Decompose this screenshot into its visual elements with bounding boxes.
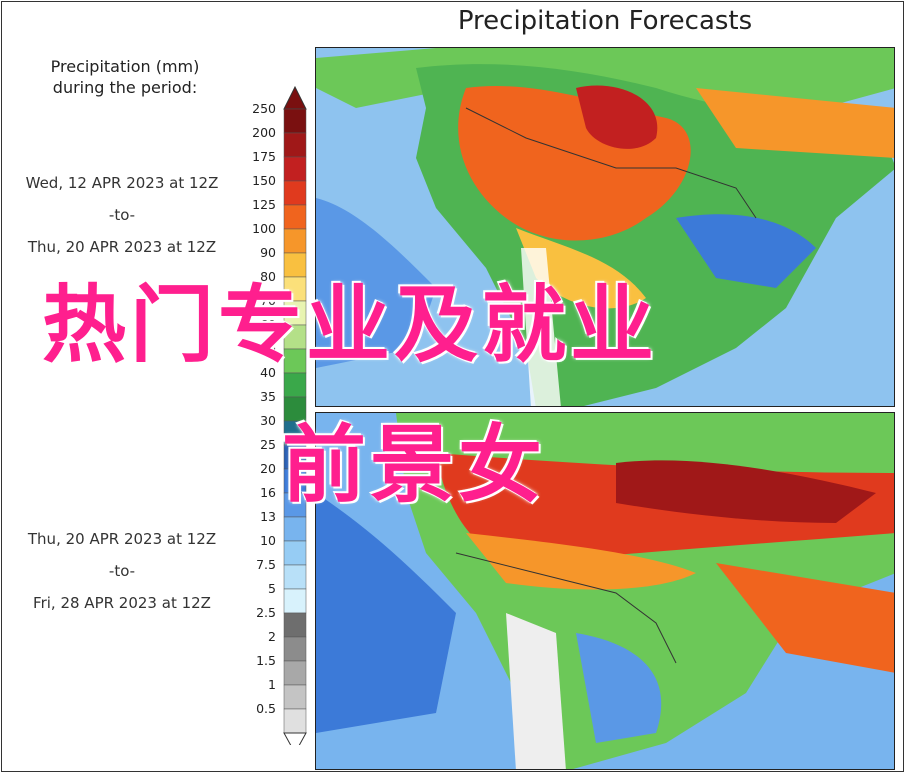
legend-tick-label: 0.5: [256, 701, 276, 716]
legend-tick-label: 30: [260, 413, 276, 428]
scale-color-swatch: [283, 588, 307, 614]
legend-tick-label: 16: [260, 485, 276, 500]
legend-tick-label: 175: [252, 149, 276, 164]
country-borders: [455, 552, 677, 664]
period-1-end: Thu, 20 APR 2023 at 12Z: [27, 238, 217, 256]
dry-area-andes: [521, 248, 561, 406]
scale-color-swatch: [283, 108, 307, 134]
legend-tick-label: 40: [260, 365, 276, 380]
ocean-rain-area-west: [316, 493, 456, 733]
scale-color-swatch: [283, 564, 307, 590]
legend-tick-label: 250: [252, 101, 276, 116]
legend-tick-label: 100: [252, 221, 276, 236]
period-1-separator: -to-: [108, 206, 136, 224]
legend-tick-label: 25: [260, 437, 276, 452]
legend-tick-label: 20: [260, 461, 276, 476]
period-2-start: Thu, 20 APR 2023 at 12Z: [27, 530, 217, 548]
scale-color-swatch: [283, 156, 307, 182]
extreme-rain-core: [576, 85, 658, 149]
watermark-line-2: 前景女: [282, 416, 547, 514]
legend-tick-label: 13: [260, 509, 276, 524]
color-scale-bar: [283, 85, 307, 745]
rain-band-atlantic: [716, 563, 894, 673]
extreme-rain-core: [616, 460, 876, 523]
period-1-start: Wed, 12 APR 2023 at 12Z: [25, 174, 219, 192]
legend-tick-label: 125: [252, 197, 276, 212]
period-2-separator: -to-: [108, 562, 136, 580]
scale-color-swatch: [283, 684, 307, 710]
scale-color-swatch: [283, 708, 307, 734]
legend-tick-label: 60: [260, 317, 276, 332]
legend-heading-line2: during the period:: [52, 78, 198, 97]
legend-tick-label: 1: [268, 677, 276, 692]
scale-color-swatch: [283, 612, 307, 638]
scale-color-swatch: [283, 516, 307, 542]
scale-color-swatch: [283, 636, 307, 662]
rain-area-east: [676, 214, 816, 288]
legend-tick-label: 35: [260, 389, 276, 404]
scale-color-swatch: [283, 540, 307, 566]
scale-color-swatch: [283, 180, 307, 206]
legend-tick-label: 50: [260, 341, 276, 356]
ocean-rain-area-west: [316, 198, 436, 368]
country-borders: [465, 107, 757, 219]
legend-heading-line1: Precipitation (mm): [50, 57, 200, 76]
forecast-map-period-1: [315, 47, 895, 407]
scale-arrow-bottom: [283, 732, 307, 745]
scale-color-swatch: [283, 132, 307, 158]
legend-tick-label: 2.5: [256, 605, 276, 620]
legend-tick-label: 10: [260, 533, 276, 548]
moderate-rain-area: [466, 533, 696, 590]
period-2-label: Thu, 20 APR 2023 at 12Z -to- Fri, 28 APR…: [4, 523, 240, 619]
scale-arrow-top: [283, 85, 307, 110]
legend-tick-label: 5: [268, 581, 276, 596]
legend-tick-label: 90: [260, 245, 276, 260]
legend-tick-label: 1.5: [256, 653, 276, 668]
heavy-rain-band: [696, 88, 894, 158]
scale-color-swatch: [283, 204, 307, 230]
scale-color-swatch: [283, 660, 307, 686]
watermark-line-1: 热门专业及就业: [42, 276, 659, 374]
legend-tick-label: 70: [260, 293, 276, 308]
map-1-graphic: [316, 48, 894, 406]
legend-tick-label: 200: [252, 125, 276, 140]
map-2-graphic: [316, 413, 894, 769]
period-1-label: Wed, 12 APR 2023 at 12Z -to- Thu, 20 APR…: [4, 167, 240, 263]
legend-heading: Precipitation (mm) during the period:: [10, 56, 240, 98]
legend-tick-label: 7.5: [256, 557, 276, 572]
legend-tick-label: 2: [268, 629, 276, 644]
legend-tick-label: 150: [252, 173, 276, 188]
rain-area-south: [576, 633, 662, 743]
scale-color-swatch: [283, 228, 307, 254]
legend-tick-label: 80: [260, 269, 276, 284]
period-2-end: Fri, 28 APR 2023 at 12Z: [33, 594, 211, 612]
forecast-map-period-2: [315, 412, 895, 770]
figure-title: Precipitation Forecasts: [457, 6, 753, 36]
dry-area-south: [506, 613, 566, 769]
